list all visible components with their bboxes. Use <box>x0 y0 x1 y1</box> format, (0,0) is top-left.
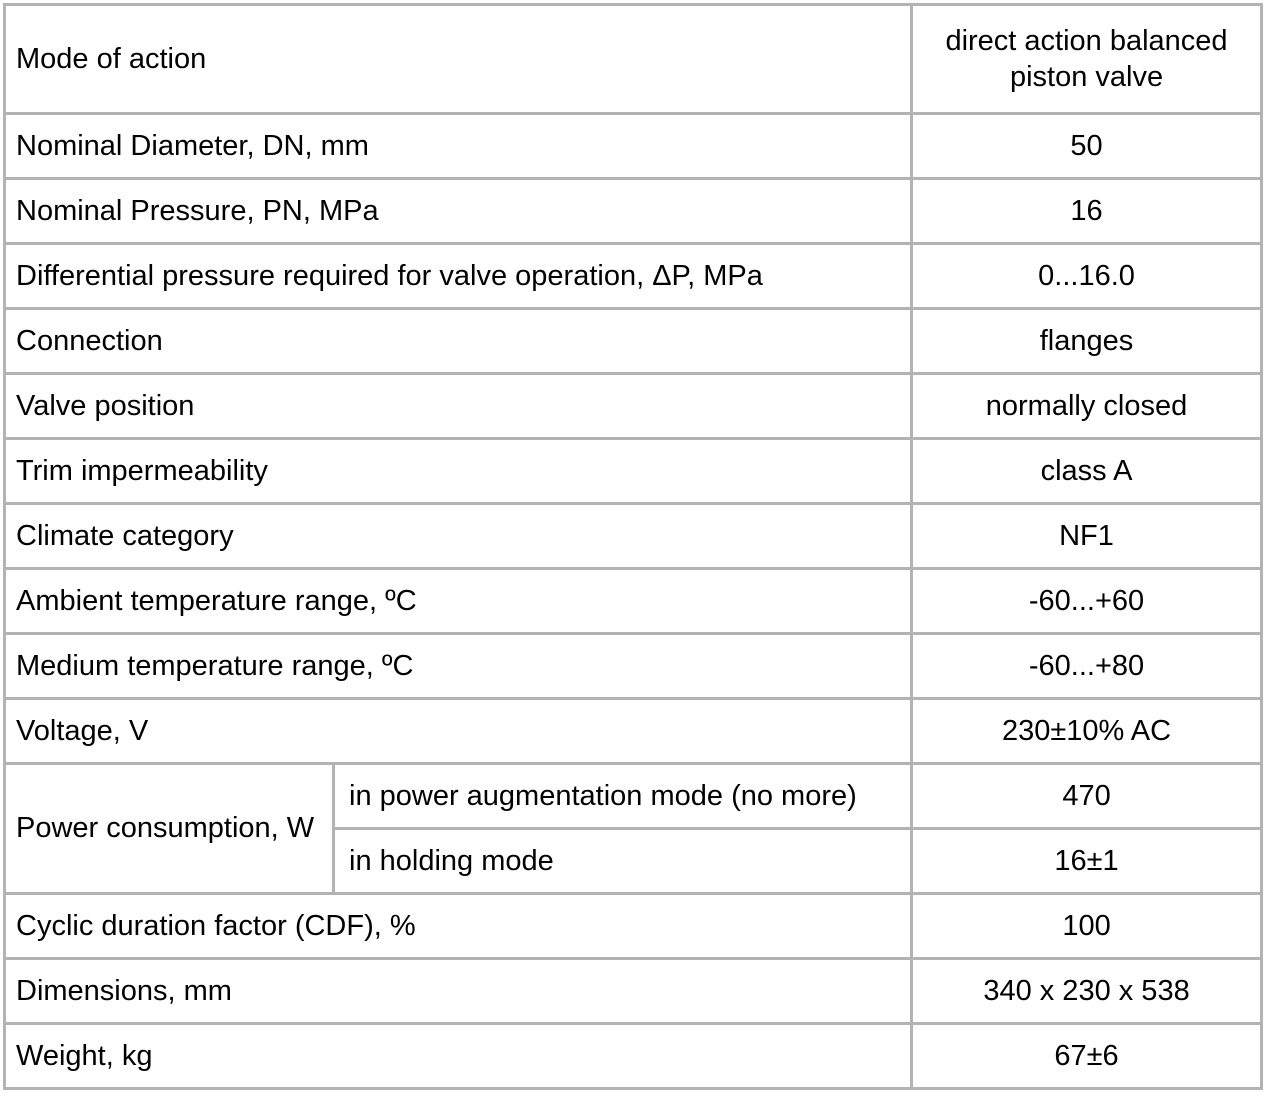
spec-label: Dimensions, mm <box>2 957 914 1025</box>
table-row-power-holding: in holding mode 16±1 <box>5 827 1264 895</box>
table-row: Weight, kg 67±6 <box>2 1022 1264 1090</box>
spec-value: flanges <box>910 307 1264 375</box>
spec-label: Differential pressure required for valve… <box>2 242 914 310</box>
table-row: Connection flanges <box>2 307 1264 375</box>
spec-value: -60...+80 <box>910 632 1264 700</box>
spec-value: NF1 <box>910 502 1264 570</box>
spec-sublabel: in holding mode <box>331 827 914 895</box>
specs-table: Mode of action direct action balanced pi… <box>2 3 1264 1090</box>
spec-value: 470 <box>910 762 1264 830</box>
table-row: Nominal Diameter, DN, mm 50 <box>2 112 1264 180</box>
spec-value: 230±10% AC <box>910 697 1264 765</box>
table-row-power-augmentation: Power consumption, W in power augmentati… <box>3 762 1264 895</box>
spec-value: class A <box>910 437 1264 505</box>
spec-value: 16±1 <box>910 827 1264 895</box>
spec-label: Voltage, V <box>2 697 914 765</box>
spec-value: 16 <box>910 177 1264 245</box>
table-row: Nominal Pressure, PN, MPa 16 <box>2 177 1264 245</box>
spec-value: direct action balanced piston valve <box>910 3 1264 115</box>
spec-label-power-consumption: Power consumption, W <box>3 762 335 895</box>
table-row: Medium temperature range, ºC -60...+80 <box>2 632 1264 700</box>
spec-label: Medium temperature range, ºC <box>2 632 914 700</box>
table-row: Differential pressure required for valve… <box>2 242 1264 310</box>
table-row: Climate category NF1 <box>2 502 1264 570</box>
spec-label: Connection <box>2 307 914 375</box>
table-row: Voltage, V 230±10% AC <box>2 697 1264 765</box>
spec-value: normally closed <box>910 372 1264 440</box>
spec-label: Trim impermeability <box>2 437 914 505</box>
spec-value: 340 x 230 x 538 <box>910 957 1264 1025</box>
table-row: Dimensions, mm 340 x 230 x 538 <box>2 957 1264 1025</box>
spec-label: Cyclic duration factor (CDF), % <box>2 892 914 960</box>
spec-label: Nominal Pressure, PN, MPa <box>2 177 914 245</box>
page: Mode of action direct action balanced pi… <box>0 3 1266 1107</box>
spec-value: 100 <box>910 892 1264 960</box>
spec-value: -60...+60 <box>910 567 1264 635</box>
spec-label: Weight, kg <box>2 1022 914 1090</box>
spec-label: Valve position <box>2 372 914 440</box>
spec-label: Ambient temperature range, ºC <box>2 567 914 635</box>
spec-sublabel: in power augmentation mode (no more) <box>331 762 914 830</box>
spec-value: 67±6 <box>910 1022 1264 1090</box>
table-row: Trim impermeability class A <box>2 437 1264 505</box>
spec-label: Nominal Diameter, DN, mm <box>2 112 914 180</box>
table-row: Mode of action direct action balanced pi… <box>2 3 1264 115</box>
spec-value: 0...16.0 <box>910 242 1264 310</box>
spec-value: 50 <box>910 112 1264 180</box>
table-row: Cyclic duration factor (CDF), % 100 <box>2 892 1264 960</box>
table-row: Valve position normally closed <box>2 372 1264 440</box>
table-row: Ambient temperature range, ºC -60...+60 <box>2 567 1264 635</box>
spec-label: Mode of action <box>2 3 914 115</box>
spec-label: Climate category <box>2 502 914 570</box>
